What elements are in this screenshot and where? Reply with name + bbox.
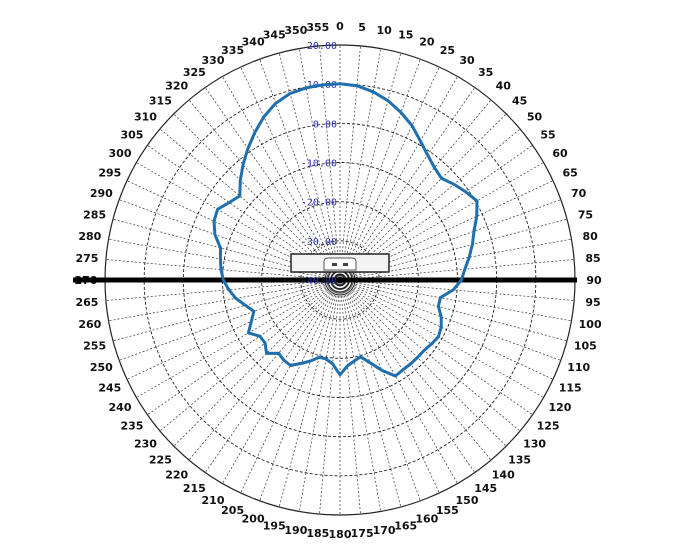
grid-spoke (339, 59, 421, 281)
grid-spoke (339, 279, 440, 494)
angle-tick-label: 335 (221, 44, 244, 57)
grid-spoke (339, 48, 382, 281)
grid-spoke (339, 279, 361, 515)
angle-tick-label: 95 (585, 296, 600, 309)
angle-tick-label: 90 (586, 274, 602, 287)
angle-tick-label: 70 (571, 187, 587, 200)
angle-tick-label: 65 (563, 167, 578, 180)
grid-spoke (105, 279, 341, 301)
angle-tick-label: 340 (242, 35, 265, 48)
angle-tick-label: 55 (540, 128, 555, 141)
angle-tick-label: 220 (165, 469, 188, 482)
angle-tick-label: 120 (548, 401, 571, 414)
grid-spoke (339, 45, 361, 281)
angle-tick-label: 250 (90, 361, 113, 374)
radial-tick-label: -10.00 (301, 159, 337, 170)
angle-tick-label: 320 (165, 79, 188, 92)
angle-tick-label: 115 (559, 381, 582, 394)
angle-tick-label: 25 (440, 44, 455, 57)
angle-tick-label: 285 (83, 208, 106, 221)
angle-tick-label: 180 (329, 528, 352, 541)
angle-tick-label: 300 (109, 147, 132, 160)
angle-tick-label: 100 (579, 318, 602, 331)
angle-tick-label: 235 (120, 420, 143, 433)
radial-tick-label: -30.00 (301, 237, 337, 248)
angle-tick-label: 85 (585, 252, 600, 265)
radial-tick-label: 0.00 (313, 119, 337, 130)
grid-spoke (339, 279, 402, 508)
grid-spoke (319, 45, 341, 281)
grid-spoke (112, 279, 341, 342)
angle-tick-label: 0 (336, 20, 344, 33)
grid-spoke (339, 279, 421, 501)
grid-spoke (339, 66, 440, 281)
angle-tick-label: 30 (459, 54, 475, 67)
angle-tick-label: 110 (567, 361, 590, 374)
angle-tick-label: 155 (436, 504, 459, 517)
angle-tick-label: 355 (306, 21, 329, 34)
angle-tick-label: 60 (552, 147, 568, 160)
angle-tick-label: 175 (351, 527, 374, 540)
angle-tick-label: 105 (574, 340, 597, 353)
angle-tick-label: 315 (149, 94, 172, 107)
radial-tick-label: -40.00 (301, 276, 337, 287)
angle-tick-label: 135 (508, 454, 531, 467)
angle-tick-label: 20 (419, 35, 435, 48)
angle-tick-label: 145 (474, 482, 497, 495)
angle-tick-label: 310 (134, 111, 157, 124)
angle-tick-label: 225 (149, 454, 172, 467)
angle-tick-label: 275 (75, 252, 98, 265)
angle-tick-label: 15 (398, 29, 413, 42)
angle-tick-label: 230 (134, 437, 157, 450)
angle-tick-label: 205 (221, 504, 244, 517)
series-line (212, 82, 479, 378)
angle-tick-label: 125 (537, 420, 560, 433)
angle-tick-label: 195 (263, 519, 286, 532)
grid-spoke (108, 279, 341, 322)
radial-tick-label: -20.00 (301, 198, 337, 209)
angle-tick-label: 325 (183, 66, 206, 79)
angle-tick-label: 305 (120, 128, 143, 141)
angle-tick-label: 240 (109, 401, 132, 414)
angle-tick-label: 45 (512, 94, 527, 107)
grid-spoke (105, 259, 341, 281)
angle-tick-label: 190 (284, 524, 307, 537)
grid-spoke (108, 238, 341, 281)
angle-tick-label: 210 (202, 494, 225, 507)
angle-tick-label: 130 (523, 437, 546, 450)
angle-tick-label: 290 (90, 187, 113, 200)
angle-tick-label: 50 (527, 111, 543, 124)
angle-tick-label: 80 (582, 230, 598, 243)
angle-tick-label: 345 (263, 29, 286, 42)
angle-tick-label: 5 (358, 21, 366, 34)
angle-tick-label: 245 (98, 381, 121, 394)
angle-tick-label: 295 (98, 167, 121, 180)
angle-tick-label: 35 (478, 66, 493, 79)
angle-tick-label: 170 (373, 524, 396, 537)
angle-tick-label: 260 (78, 318, 101, 331)
angle-tick-label: 40 (496, 79, 512, 92)
grid-spoke (112, 218, 341, 281)
angle-tick-label: 350 (284, 24, 307, 37)
angle-tick-label: 140 (492, 469, 515, 482)
device-icon (290, 253, 390, 273)
angle-tick-label: 150 (456, 494, 479, 507)
angle-tick-label: 10 (376, 24, 392, 37)
radial-tick-label: 20.00 (307, 41, 337, 52)
angle-tick-label: 200 (242, 513, 265, 526)
angle-tick-label: 160 (415, 513, 438, 526)
angle-tick-label: 185 (306, 527, 329, 540)
grid-spoke (339, 52, 402, 281)
angle-tick-label: 330 (202, 54, 225, 67)
angle-tick-label: 265 (75, 296, 98, 309)
angle-tick-label: 75 (578, 208, 593, 221)
grid-spoke (339, 279, 382, 512)
grid-spoke (319, 279, 341, 515)
angle-tick-label: 215 (183, 482, 206, 495)
angle-tick-label: 255 (83, 340, 106, 353)
angle-tick-label: 280 (78, 230, 101, 243)
angle-tick-label: 165 (394, 519, 417, 532)
